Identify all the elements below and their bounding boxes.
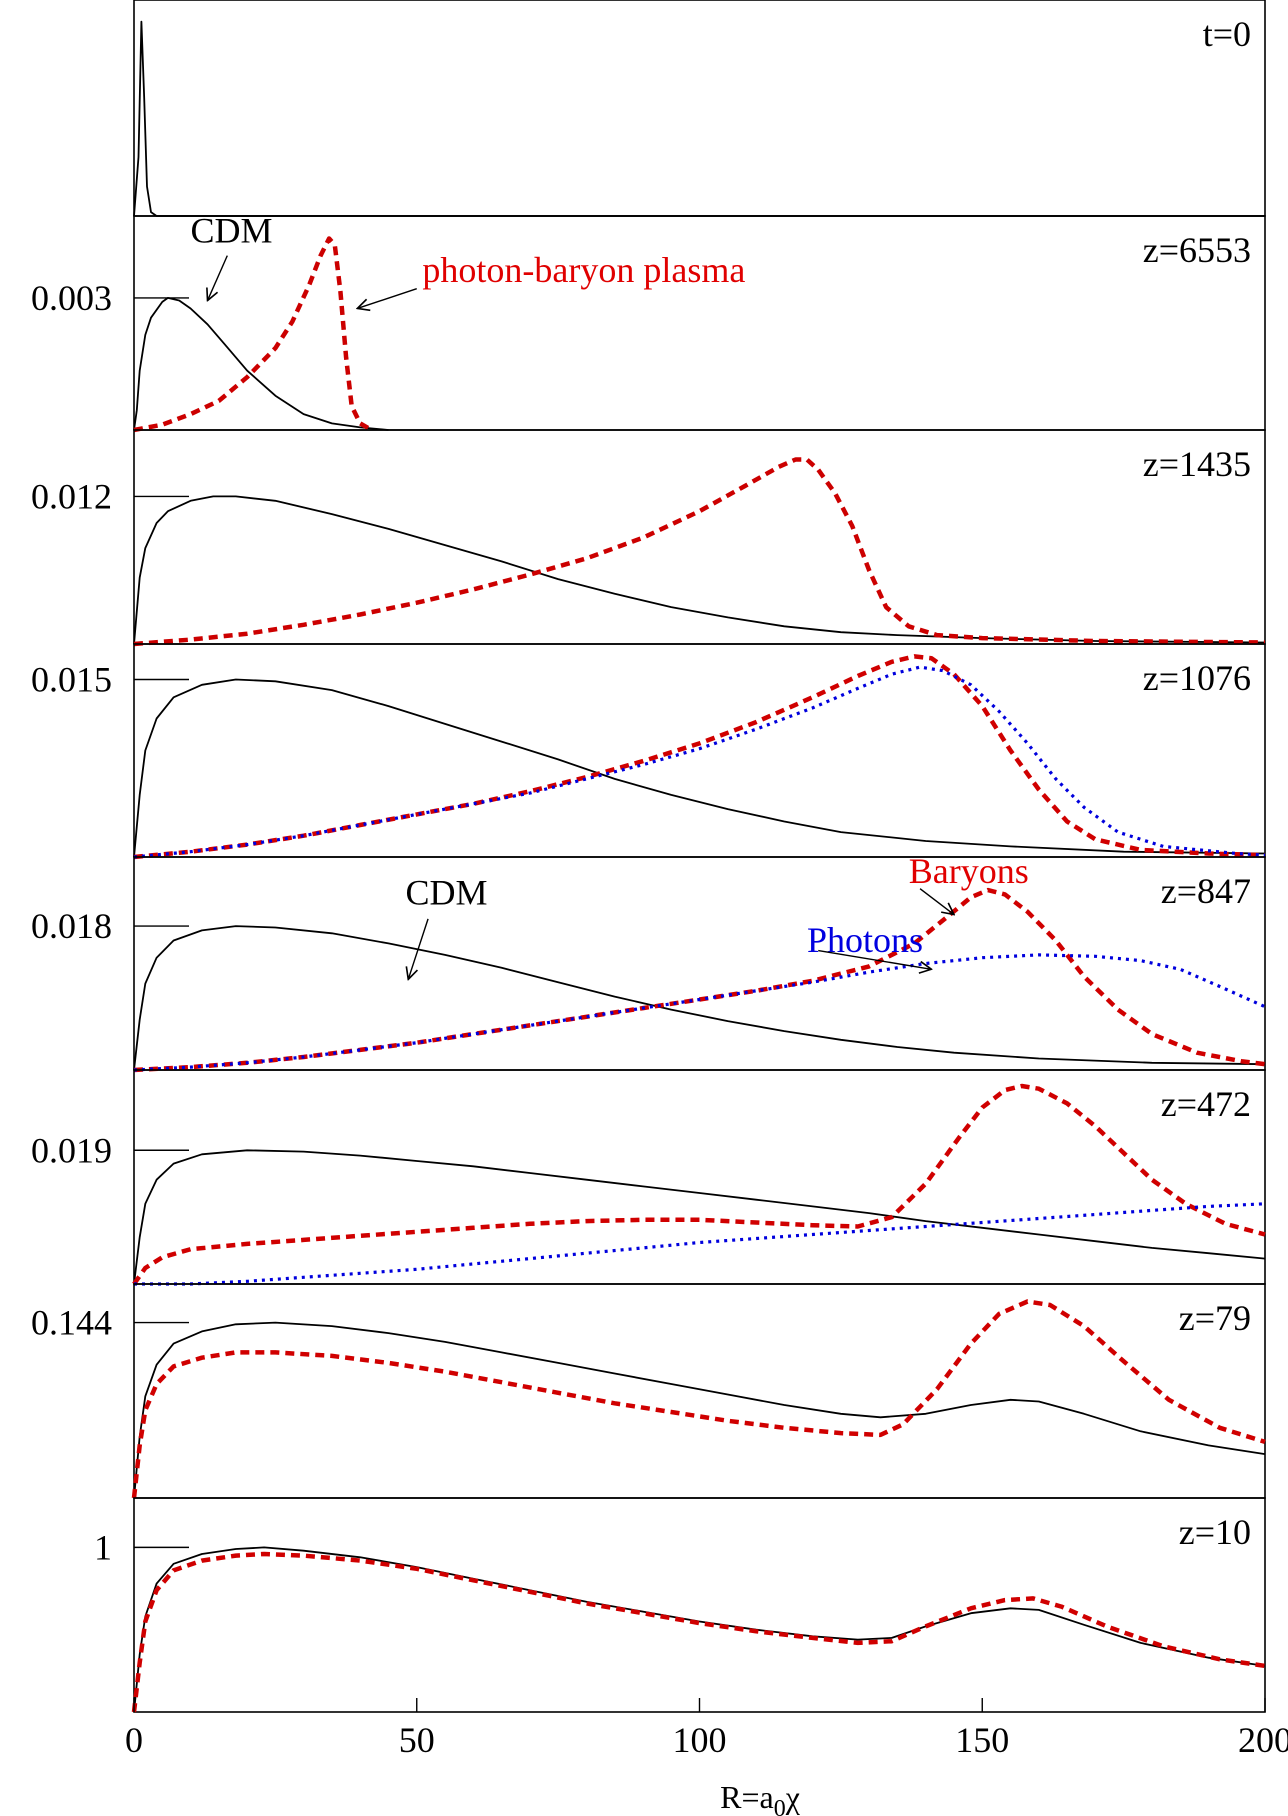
panel-label: z=6553 <box>1143 230 1251 270</box>
panel-z=10: 1 z=10 <box>94 1497 1266 1713</box>
annotation-label: Photons <box>807 920 923 960</box>
x-tick-label: 0 <box>125 1720 143 1760</box>
panel-label: z=79 <box>1179 1298 1251 1338</box>
y-tick-label: 0.015 <box>31 660 112 700</box>
x-tick-label: 100 <box>673 1720 727 1760</box>
annotation-arrow <box>818 949 931 970</box>
series-cdm <box>133 678 1266 858</box>
y-tick-label: 0.012 <box>31 476 112 516</box>
x-axis: 0 50 100 150 200 <box>125 1698 1288 1760</box>
panel-t=0: t=0 <box>133 0 1266 217</box>
x-tick-label: 150 <box>955 1720 1009 1760</box>
panel-frame <box>133 1283 1266 1499</box>
panel-frame <box>133 0 1266 217</box>
panel-z=472: 0.019 z=472 <box>31 1069 1266 1286</box>
annotation-arrow <box>208 255 228 301</box>
panel-frame <box>133 1069 1266 1285</box>
panel-label: t=0 <box>1203 14 1251 54</box>
panel-z=1076: 0.015 z=1076 <box>31 643 1266 860</box>
series-baryons <box>133 654 1266 860</box>
series-baryons <box>133 887 1266 1073</box>
annotation-arrow <box>919 888 954 915</box>
x-axis-label: R=a0χ <box>720 1779 801 1816</box>
panel-frame <box>133 643 1266 858</box>
annotation-label: CDM <box>405 872 487 912</box>
panel-z=1435: 0.012 z=1435 <box>31 429 1266 647</box>
series-cdm <box>133 1321 1266 1499</box>
series-cdm <box>133 1149 1266 1285</box>
panel-z=847: 0.018 z=847 CDM Baryons Photons <box>31 851 1266 1073</box>
x-tick-label: 200 <box>1238 1720 1288 1760</box>
series-cdm <box>133 495 1266 645</box>
annotation-label: Baryons <box>909 851 1029 891</box>
annotation-label: CDM <box>191 210 273 250</box>
panel-z=79: 0.144 z=79 <box>31 1283 1266 1499</box>
panel-label: z=1076 <box>1143 658 1251 698</box>
y-tick-label: 0.003 <box>31 278 112 318</box>
panel-label: z=472 <box>1161 1084 1251 1124</box>
series-photons <box>133 953 1266 1072</box>
panel-frame <box>133 215 1266 431</box>
series-photon-baryon-plasma <box>133 457 1266 647</box>
series-photons <box>133 665 1266 859</box>
x-tick-label: 50 <box>399 1720 435 1760</box>
y-tick-label: 0.019 <box>31 1130 112 1170</box>
series-baryons <box>131 1299 1266 1499</box>
series-cdm <box>133 297 389 431</box>
panel-frame <box>133 856 1266 1071</box>
y-tick-label: 0.018 <box>31 906 112 946</box>
series-baryons <box>131 1551 1266 1713</box>
series-photons <box>134 1202 1266 1286</box>
panel-label: z=847 <box>1161 871 1251 911</box>
panel-label: z=1435 <box>1143 444 1251 484</box>
annotation-arrow <box>357 287 417 309</box>
annotation-arrow <box>408 918 429 979</box>
series-cdm <box>133 1546 1266 1713</box>
series-cdm <box>133 925 1266 1071</box>
series-photon-baryon-plasma <box>133 236 373 433</box>
y-tick-label: 1 <box>94 1527 112 1567</box>
series-cdm <box>133 20 1265 217</box>
panel-frame <box>133 1497 1266 1713</box>
series-baryons <box>132 1083 1266 1286</box>
annotation-label: photon-baryon plasma <box>422 250 745 290</box>
panel-label: z=10 <box>1179 1512 1251 1552</box>
y-tick-label: 0.144 <box>31 1303 112 1343</box>
panel-z=6553: 0.003 z=6553 CDM photon-baryon plasma <box>31 210 1266 433</box>
